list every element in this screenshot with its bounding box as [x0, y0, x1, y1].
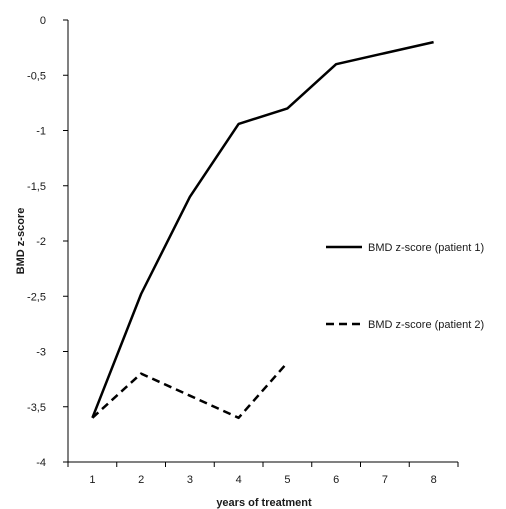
x-tick-label: 7: [382, 474, 388, 486]
x-axis-title: years of treatment: [216, 497, 312, 509]
legend-label-patient-1: BMD z-score (patient 1): [368, 242, 484, 254]
y-tick-label: -4: [36, 457, 46, 469]
y-tick-label: 0: [40, 15, 46, 27]
y-tick-label: -1: [36, 126, 46, 138]
y-axis-title: BMD z-score: [15, 208, 27, 275]
x-axis-ticks: 1 2 3 4 5 6 7 8: [67, 462, 459, 486]
x-tick-label: 2: [138, 474, 144, 486]
x-tick-label: 4: [236, 474, 242, 486]
series-line-patient-1: [91, 40, 434, 419]
y-tick-label: -2: [36, 236, 46, 248]
y-tick-label: -3: [36, 347, 46, 359]
x-tick-label: 1: [89, 474, 95, 486]
x-tick-label: 3: [187, 474, 193, 486]
y-tick-label: -0,5: [27, 70, 46, 82]
legend: BMD z-score (patient 1) BMD z-score (pat…: [326, 242, 484, 331]
plot-area: 0 -0,5 -1 -1,5 -2 -2,5 -3 -3,5 -4 1 2 3 4 5 6 7 8: [27, 15, 459, 486]
x-tick-label: 8: [431, 474, 437, 486]
series-lines: [91, 40, 434, 420]
y-tick-label: -1,5: [27, 181, 46, 193]
x-tick-label: 6: [333, 474, 339, 486]
legend-label-patient-2: BMD z-score (patient 2): [368, 319, 484, 331]
series-line-patient-2: [91, 361, 289, 420]
y-tick-label: -3,5: [27, 402, 46, 414]
y-tick-label: -2,5: [27, 291, 46, 303]
y-axis-ticks: 0 -0,5 -1 -1,5 -2 -2,5 -3 -3,5 -4: [27, 15, 68, 469]
x-tick-label: 5: [284, 474, 290, 486]
